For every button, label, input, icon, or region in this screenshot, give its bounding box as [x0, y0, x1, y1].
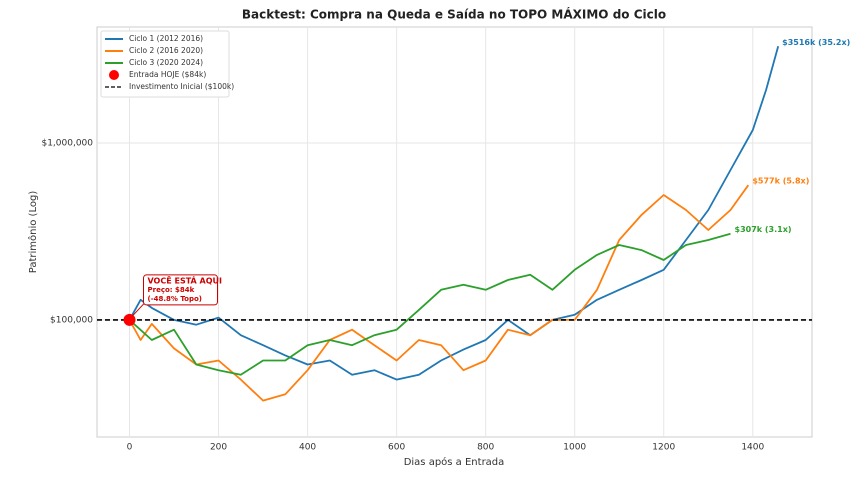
legend-label: Investimento Inicial ($100k) [129, 82, 234, 91]
y-tick-label: $1,000,000 [41, 138, 93, 148]
y-axis-label: Patrimônio (Log) [27, 191, 39, 274]
callout-arrow [132, 301, 146, 317]
x-tick-label: 1400 [741, 443, 764, 453]
legend-label: Entrada HOJE ($84k) [129, 70, 206, 79]
x-tick-label: 200 [210, 443, 227, 453]
series-line [128, 184, 750, 402]
legend-symbol [109, 70, 119, 80]
series-line [128, 232, 731, 376]
callout-text: VOCÊ ESTÁ AQUI [148, 274, 223, 285]
legend-box [100, 30, 230, 98]
end-label: $577k (5.8x) [752, 177, 809, 186]
legend-label: Ciclo 1 (2012 2016) [129, 34, 203, 43]
x-tick-label: 1000 [563, 443, 586, 453]
end-label: $3516k (35.2x) [782, 38, 850, 47]
chart-title: Backtest: Compra na Queda e Saída no TOP… [242, 7, 666, 22]
x-tick-label: 800 [477, 443, 494, 453]
series-line [128, 46, 780, 381]
legend-label: Ciclo 3 (2020 2024) [129, 58, 203, 67]
legend-label: Ciclo 2 (2016 2020) [129, 46, 203, 55]
end-label: $307k (3.1x) [735, 225, 792, 234]
x-tick-label: 0 [127, 443, 133, 453]
x-tick-label: 600 [388, 443, 405, 453]
x-tick-label: 1200 [652, 443, 675, 453]
callout-text: (-48.8% Topo) [148, 295, 203, 303]
callout-text: Preço: $84k [148, 286, 195, 294]
callout-box [143, 274, 218, 306]
x-tick-label: 400 [299, 443, 316, 453]
legend: Ciclo 1 (2012 2016) Ciclo 2 (2016 2020) Ci… [100, 30, 234, 98]
x-axis-label: Dias após a Entrada [404, 456, 505, 468]
y-tick-label: $100,000 [50, 315, 93, 325]
entry-marker [123, 313, 136, 326]
